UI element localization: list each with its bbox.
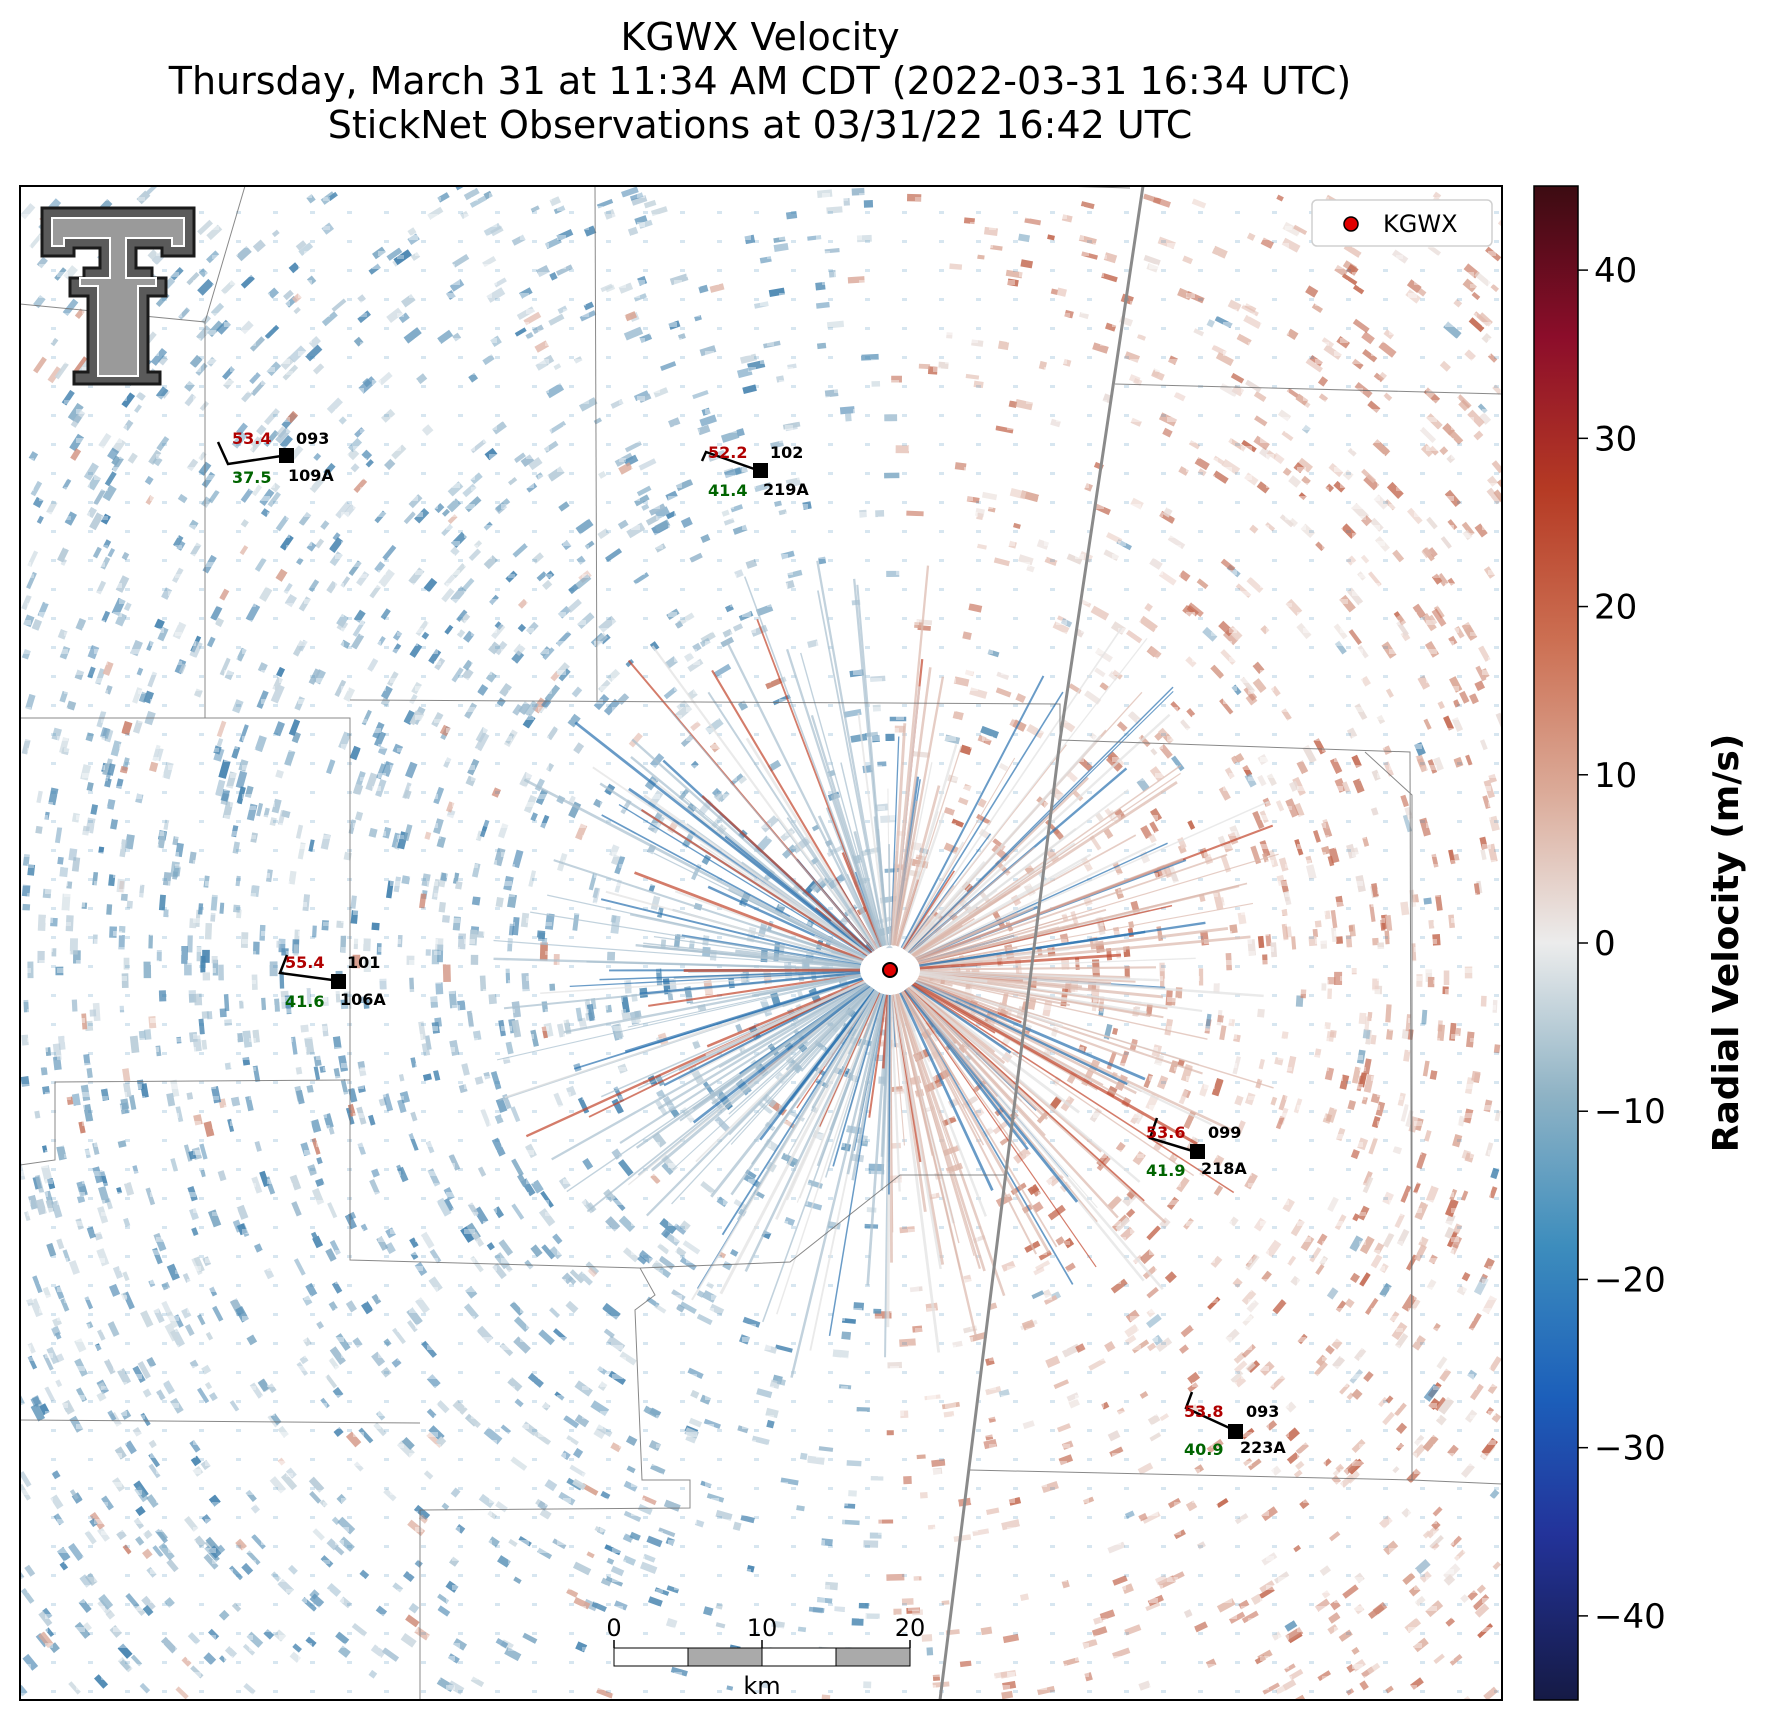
- wind-barb: [278, 954, 341, 983]
- colorbar: 40 30 20 10 0 −10 −20 −30 −40 Radial Velocity (m…: [1533, 185, 1747, 1701]
- station-plot-106A: 55.4 101 41.6 106A: [278, 953, 386, 1011]
- station-dewpoint: 41.4: [708, 481, 747, 500]
- station-plot-218A: 53.6 099 41.9 218A: [1146, 1117, 1247, 1180]
- map-frame: [19, 185, 1503, 1701]
- station-plot-219A: 52.2 102 41.4 219A: [700, 443, 809, 500]
- wind-barb: [1148, 1117, 1197, 1154]
- texas-tech-double-t-logo: [40, 206, 196, 386]
- title-radar: KGWX Velocity: [620, 15, 900, 59]
- scale-tick-20: 20: [895, 1614, 926, 1642]
- title-sticknet: StickNet Observations at 03/31/22 16:42 …: [327, 103, 1193, 147]
- station-dewpoint: 40.9: [1184, 1440, 1223, 1459]
- station-pressure: 102: [770, 443, 803, 462]
- colorbar-tick-label: 20: [1594, 588, 1637, 628]
- wind-barb: [216, 441, 289, 466]
- station-plot-223A: 53.8 093 40.9 223A: [1184, 1391, 1286, 1459]
- station-pressure: 093: [296, 429, 329, 448]
- station-dewpoint: 37.5: [232, 468, 271, 487]
- colorbar-tick-label: 40: [1594, 251, 1637, 291]
- station-marker: [331, 974, 346, 989]
- state-boundary: [938, 186, 1145, 1700]
- station-temperature: 55.4: [285, 953, 324, 972]
- station-plot-109A: 53.4 093 37.5 109A: [216, 429, 334, 487]
- station-marker: [1228, 1424, 1243, 1439]
- station-temperature: 52.2: [708, 443, 747, 462]
- colorbar-tick-label: −40: [1594, 1597, 1666, 1637]
- colorbar-tick-label: −20: [1594, 1260, 1666, 1300]
- colorbar-tick-label: −30: [1594, 1429, 1666, 1469]
- station-marker: [1190, 1144, 1205, 1159]
- station-id: 223A: [1240, 1438, 1286, 1457]
- scale-bar: 0 10 20 km: [606, 1614, 925, 1700]
- station-temperature: 53.6: [1146, 1123, 1185, 1142]
- colorbar-tick-label: 0: [1594, 924, 1616, 964]
- radar-site-marker: [882, 962, 898, 978]
- colorbar-tick-label: 10: [1594, 756, 1637, 796]
- station-marker: [753, 463, 768, 478]
- scale-tick-0: 0: [606, 1614, 621, 1642]
- wind-barb: [1184, 1391, 1237, 1433]
- velocity-field: [20, 186, 1502, 1700]
- colorbar-tick-label: −10: [1594, 1092, 1666, 1132]
- station-marker: [279, 448, 294, 463]
- wind-barb: [700, 450, 761, 473]
- station-pressure: 099: [1208, 1123, 1241, 1142]
- station-pressure: 101: [347, 953, 380, 972]
- scale-unit: km: [743, 1672, 780, 1700]
- station-dewpoint: 41.9: [1146, 1161, 1185, 1180]
- scale-tick-10: 10: [747, 1614, 778, 1642]
- station-dewpoint: 41.6: [285, 992, 324, 1011]
- colorbar-label: Radial Velocity (m/s): [1706, 734, 1747, 1153]
- station-id: 219A: [763, 480, 809, 499]
- legend-radar-marker: [1343, 216, 1359, 232]
- station-id: 106A: [340, 990, 386, 1009]
- station-id: 109A: [288, 466, 334, 485]
- title-time: Thursday, March 31 at 11:34 AM CDT (2022…: [168, 59, 1352, 103]
- sticknet-station-plots: 53.4 093 37.5 109A 52.2 102 41.4 219A 55…: [216, 429, 1286, 1459]
- station-temperature: 53.4: [232, 429, 271, 448]
- colorbar-tick-label: 30: [1594, 419, 1637, 459]
- station-id: 218A: [1201, 1159, 1247, 1178]
- station-pressure: 093: [1246, 1402, 1279, 1421]
- colorbar-gradient: [1533, 185, 1579, 1701]
- map-legend: KGWX: [1311, 199, 1493, 247]
- legend-radar-label: KGWX: [1383, 210, 1458, 238]
- station-temperature: 53.8: [1184, 1402, 1223, 1421]
